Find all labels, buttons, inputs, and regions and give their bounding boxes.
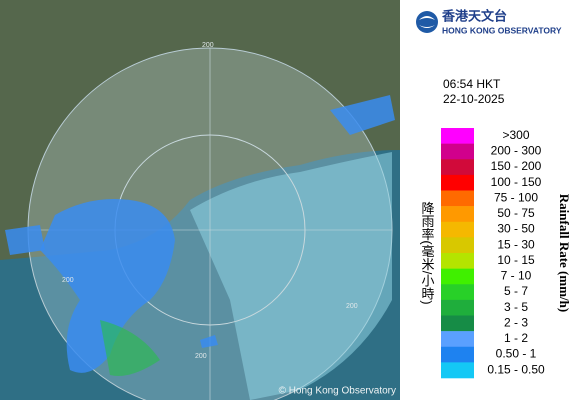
legend-label: 10 - 15 [497, 253, 535, 267]
logo-icon [416, 11, 438, 33]
time: 06:54 HKT [443, 77, 501, 91]
legend-swatch [441, 190, 474, 207]
legend-title-zh: 降雨率(毫米/小時) [420, 201, 435, 304]
legend-swatch [441, 159, 474, 176]
legend-label: 0.50 - 1 [496, 347, 537, 361]
ring-label: 200 [346, 303, 358, 310]
ring-label: 200 [62, 277, 74, 284]
legend-swatch [441, 331, 474, 348]
ring-label: 200 [195, 353, 207, 360]
ring-label: 200 [202, 42, 214, 49]
legend-swatch [441, 206, 474, 223]
legend-label: 5 - 7 [504, 284, 528, 298]
logo-title-en: HONG KONG OBSERVATORY [442, 25, 562, 35]
legend-label: >300 [502, 128, 529, 142]
rain-echo [5, 225, 45, 255]
rain-echo [330, 95, 395, 135]
legend-label: 30 - 50 [497, 222, 535, 236]
legend-label: 7 - 10 [501, 269, 532, 283]
legend-label: 50 - 75 [497, 206, 535, 220]
legend-title-en: Rainfall Rate (mm/h) [557, 194, 572, 312]
legend-swatch [441, 299, 474, 316]
map: 200 200 200 200 © Hong Kong Observatory [0, 0, 400, 405]
rain-echo [40, 199, 175, 373]
logo: 香港天文台 HONG KONG OBSERVATORY [416, 8, 562, 35]
legend-swatch [441, 362, 474, 379]
legend-label: 100 - 150 [491, 175, 542, 189]
legend-label: 75 - 100 [494, 190, 538, 204]
legend-label: 2 - 3 [504, 315, 528, 329]
date: 22-10-2025 [443, 92, 505, 106]
legend-swatch [441, 253, 474, 269]
rain-echoes [5, 95, 395, 376]
legend-label: 1 - 2 [504, 331, 528, 345]
legend-swatch [441, 143, 474, 160]
legend-swatch [441, 174, 474, 191]
legend-label: 15 - 30 [497, 237, 535, 251]
rain-echo [100, 320, 160, 376]
legend-label: 200 - 300 [491, 144, 542, 158]
legend-swatch [441, 221, 474, 238]
shallow-sea [190, 152, 392, 400]
legend-label: 3 - 5 [504, 300, 528, 314]
legend-swatch [441, 315, 474, 332]
legend-swatch [441, 346, 474, 363]
copyright: © Hong Kong Observatory [279, 386, 396, 397]
rain-echo [200, 335, 218, 348]
legend-swatch [441, 237, 474, 254]
legend-swatch [441, 268, 474, 285]
legend-swatch [441, 284, 474, 301]
legend-label: 150 - 200 [491, 159, 542, 173]
legend-label: 0.15 - 0.50 [487, 362, 545, 376]
logo-title-zh: 香港天文台 [441, 8, 507, 23]
legend-swatch [441, 128, 474, 144]
